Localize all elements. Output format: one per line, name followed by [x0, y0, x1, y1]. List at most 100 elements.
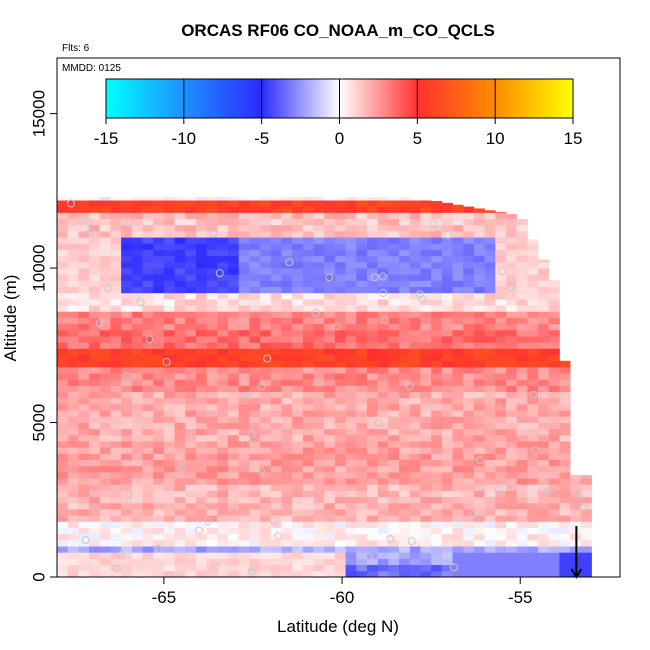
- heatmap-cell: [185, 348, 197, 355]
- heatmap-cell: [249, 385, 261, 393]
- heatmap-cell: [431, 484, 443, 491]
- heatmap-cell: [270, 212, 282, 220]
- heatmap-cell: [463, 385, 475, 393]
- heatmap-cell: [399, 274, 411, 281]
- heatmap-cell: [228, 311, 240, 318]
- heatmap-cell: [217, 441, 229, 448]
- heatmap-cell: [228, 509, 240, 516]
- heatmap-cell: [463, 515, 475, 522]
- colorbar-tick-label: -5: [254, 129, 269, 148]
- heatmap-cell: [78, 206, 90, 213]
- heatmap-cell: [78, 354, 90, 362]
- heatmap-cell: [185, 539, 197, 547]
- heatmap-cell: [238, 397, 250, 405]
- heatmap-cell: [559, 552, 571, 559]
- heatmap-cell: [89, 496, 101, 504]
- heatmap-cell: [409, 564, 421, 572]
- heatmap-cell: [99, 231, 111, 238]
- heatmap-cell: [527, 527, 539, 535]
- heatmap-cell: [174, 237, 186, 244]
- heatmap-cell: [367, 558, 379, 566]
- heatmap-cell: [356, 373, 368, 380]
- heatmap-cell: [163, 373, 175, 380]
- heatmap-cell: [548, 447, 560, 454]
- heatmap-cell: [249, 397, 261, 405]
- heatmap-cell: [78, 329, 90, 337]
- heatmap-cell: [110, 558, 122, 566]
- heatmap-cell: [399, 249, 411, 257]
- heatmap-cell: [174, 360, 186, 368]
- heatmap-cell: [153, 280, 165, 288]
- heatmap-cell: [484, 255, 496, 263]
- y-tick-label: 0: [29, 572, 48, 581]
- heatmap-cell: [473, 404, 485, 411]
- heatmap-cell: [484, 237, 496, 244]
- heatmap-cell: [377, 237, 389, 244]
- heatmap-cell: [99, 255, 111, 263]
- heatmap-cell: [356, 280, 368, 288]
- heatmap-cell: [538, 323, 550, 331]
- heatmap-cell: [559, 441, 571, 448]
- heatmap-cell: [313, 410, 325, 417]
- heatmap-cell: [559, 478, 571, 485]
- heatmap-cell: [174, 329, 186, 337]
- heatmap-cell: [121, 249, 133, 257]
- heatmap-cell: [185, 552, 197, 559]
- heatmap-cell: [452, 564, 464, 572]
- heatmap-cell: [185, 484, 197, 491]
- heatmap-cell: [292, 465, 304, 473]
- heatmap-cell: [388, 206, 400, 213]
- heatmap-cell: [548, 484, 560, 491]
- heatmap-cell: [67, 453, 79, 461]
- heatmap-cell: [228, 478, 240, 485]
- heatmap-cell: [89, 336, 101, 343]
- heatmap-cell: [249, 564, 261, 572]
- heatmap-cell: [270, 509, 282, 516]
- heatmap-cell: [121, 428, 133, 436]
- heatmap-cell: [292, 546, 304, 553]
- heatmap-cell: [292, 231, 304, 238]
- heatmap-cell: [67, 447, 79, 454]
- heatmap-cell: [367, 453, 379, 461]
- heatmap-cell: [153, 218, 165, 226]
- heatmap-cell: [185, 317, 197, 325]
- heatmap-cell: [206, 453, 218, 461]
- heatmap-cell: [431, 465, 443, 473]
- heatmap-cell: [206, 391, 218, 399]
- heatmap-cell: [302, 231, 314, 238]
- heatmap-cell: [217, 231, 229, 238]
- heatmap-cell: [463, 447, 475, 454]
- heatmap-cell: [431, 286, 443, 294]
- heatmap-cell: [356, 305, 368, 312]
- heatmap-cell: [302, 360, 314, 368]
- heatmap-cell: [121, 373, 133, 380]
- heatmap-cell: [121, 434, 133, 442]
- heatmap-cell: [206, 428, 218, 436]
- observation-point: [145, 335, 154, 344]
- heatmap-cell: [153, 231, 165, 238]
- heatmap-cell: [367, 385, 379, 393]
- heatmap-cell: [324, 570, 336, 578]
- heatmap-cell: [121, 484, 133, 491]
- heatmap-cell: [292, 453, 304, 461]
- heatmap-cell: [431, 496, 443, 504]
- heatmap-cell: [131, 404, 143, 411]
- heatmap-cell: [89, 206, 101, 213]
- heatmap-cell: [484, 453, 496, 461]
- heatmap-cell: [238, 521, 250, 528]
- heatmap-cell: [548, 465, 560, 473]
- heatmap-cell: [238, 447, 250, 454]
- heatmap-cell: [527, 243, 539, 250]
- heatmap-cell: [495, 224, 507, 232]
- heatmap-cell: [238, 323, 250, 331]
- heatmap-cell: [217, 360, 229, 368]
- heatmap-cell: [334, 329, 347, 337]
- heatmap-cell: [441, 484, 453, 491]
- heatmap-cell: [559, 539, 571, 547]
- heatmap-cell: [431, 391, 443, 399]
- heatmap-cell: [356, 379, 368, 386]
- heatmap-cell: [324, 360, 336, 368]
- heatmap-cell: [185, 434, 197, 442]
- observation-point: [263, 354, 272, 363]
- heatmap-cell: [99, 459, 111, 467]
